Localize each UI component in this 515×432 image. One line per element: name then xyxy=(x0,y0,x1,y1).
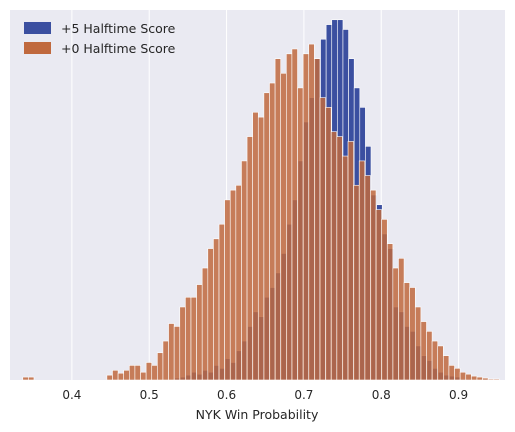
x-tick-label: 0.5 xyxy=(140,388,159,402)
x-tick-label: 0.7 xyxy=(294,388,313,402)
bar-plus0 xyxy=(342,155,349,381)
bar-plus0 xyxy=(465,373,472,381)
bar-plus0 xyxy=(112,369,119,381)
bar-plus0 xyxy=(353,184,360,381)
bar-plus0 xyxy=(448,365,455,381)
bar-plus0 xyxy=(196,284,203,381)
bar-plus0 xyxy=(179,306,186,381)
bar-plus0 xyxy=(420,321,427,381)
bar-plus0 xyxy=(129,365,136,381)
x-tick-label: 0.9 xyxy=(449,388,468,402)
bar-plus0 xyxy=(218,223,225,381)
bar-plus0 xyxy=(403,282,410,381)
bar-plus0 xyxy=(426,331,433,381)
bar-plus0 xyxy=(381,219,388,381)
bar-plus0 xyxy=(358,160,366,381)
bar-plus0 xyxy=(487,378,495,381)
legend-swatch xyxy=(24,42,51,54)
bar-plus0 xyxy=(224,199,231,381)
bar-plus0 xyxy=(375,209,382,381)
bar-plus0 xyxy=(443,355,450,381)
bar-plus0 xyxy=(207,248,214,381)
bar-plus0 xyxy=(392,267,399,381)
bar-plus0 xyxy=(145,362,153,381)
bar-plus0 xyxy=(364,175,371,381)
bar-plus0 xyxy=(106,374,113,381)
bar-plus0 xyxy=(229,189,237,381)
x-tick-labels: 0.4 0.5 0.6 0.7 0.8 0.9 xyxy=(62,388,468,402)
bar-plus0 xyxy=(257,116,265,381)
x-tick-label: 0.4 xyxy=(62,388,81,402)
bar-plus0 xyxy=(117,372,124,381)
bar-plus0 xyxy=(459,371,467,381)
bar-plus0 xyxy=(151,365,158,381)
bar-plus0 xyxy=(386,243,394,381)
bar-plus0 xyxy=(140,371,147,381)
x-tick-label: 0.6 xyxy=(217,388,236,402)
bar-plus0 xyxy=(454,368,461,381)
x-tick-label: 0.8 xyxy=(372,388,391,402)
legend-swatch xyxy=(24,22,51,34)
bar-plus0 xyxy=(493,378,500,381)
bar-plus0 xyxy=(297,87,304,381)
bar-plus0 xyxy=(168,323,175,381)
bar-plus0 xyxy=(162,340,169,381)
bar-plus0 xyxy=(476,376,483,381)
bar-plus0 xyxy=(437,345,444,381)
bar-plus0 xyxy=(471,375,478,381)
x-axis-label: NYK Win Probability xyxy=(196,407,319,422)
bar-plus0 xyxy=(22,376,29,381)
bar-plus0 xyxy=(246,136,253,381)
bar-plus0 xyxy=(280,72,287,381)
bar-plus0 xyxy=(185,296,192,381)
bar-plus0 xyxy=(28,376,35,381)
bar-plus0 xyxy=(190,296,197,381)
bar-plus0 xyxy=(241,160,248,381)
bar-plus0 xyxy=(123,369,130,381)
bar-plus0 xyxy=(325,107,332,381)
histogram-bars xyxy=(22,19,500,381)
bar-plus0 xyxy=(431,340,439,381)
bar-plus0 xyxy=(370,189,377,381)
bar-plus0 xyxy=(286,53,293,381)
bar-plus0 xyxy=(414,306,422,381)
bar-plus0 xyxy=(319,97,326,381)
bar-plus0 xyxy=(482,377,489,381)
bar-plus0 xyxy=(157,352,164,381)
bar-plus0 xyxy=(274,58,282,381)
bar-plus0 xyxy=(269,82,276,381)
bar-plus0 xyxy=(398,257,405,381)
legend: +5 Halftime Score +0 Halftime Score xyxy=(24,21,176,56)
legend-label: +0 Halftime Score xyxy=(61,41,176,56)
bar-plus0 xyxy=(201,267,209,381)
bar-plus0 xyxy=(336,136,343,381)
bar-plus0 xyxy=(173,326,181,381)
bar-plus0 xyxy=(330,131,338,381)
bar-plus0 xyxy=(291,48,298,381)
bar-plus0 xyxy=(302,53,310,381)
bar-plus0 xyxy=(252,111,259,381)
bar-plus0 xyxy=(134,365,141,381)
bar-plus0 xyxy=(263,92,270,381)
bar-plus0 xyxy=(235,184,242,381)
bar-plus0 xyxy=(347,141,354,381)
bar-plus0 xyxy=(308,43,315,381)
legend-label: +5 Halftime Score xyxy=(61,21,176,36)
bar-plus0 xyxy=(409,287,416,381)
bar-plus0 xyxy=(314,58,321,381)
bar-plus0 xyxy=(213,238,220,381)
